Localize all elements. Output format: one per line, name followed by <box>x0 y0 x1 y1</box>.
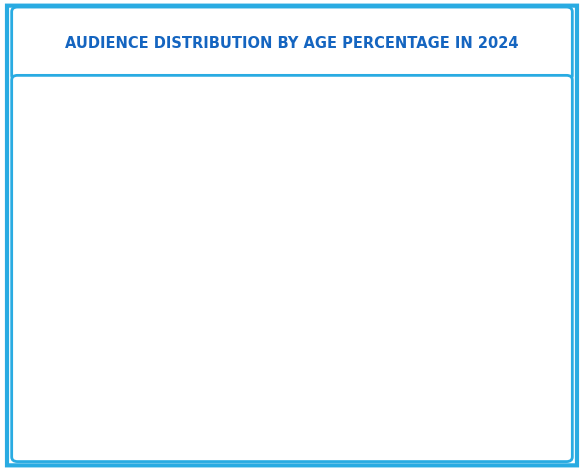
Text: • Male 56.4%: • Male 56.4% <box>80 134 179 149</box>
Wedge shape <box>143 124 350 422</box>
Text: AUDIENCE DISTRIBUTION BY AGE PERCENTAGE IN 2024: AUDIENCE DISTRIBUTION BY AGE PERCENTAGE … <box>65 36 519 51</box>
Text: • Female 43.6%: • Female 43.6% <box>411 406 529 421</box>
Wedge shape <box>292 124 441 410</box>
